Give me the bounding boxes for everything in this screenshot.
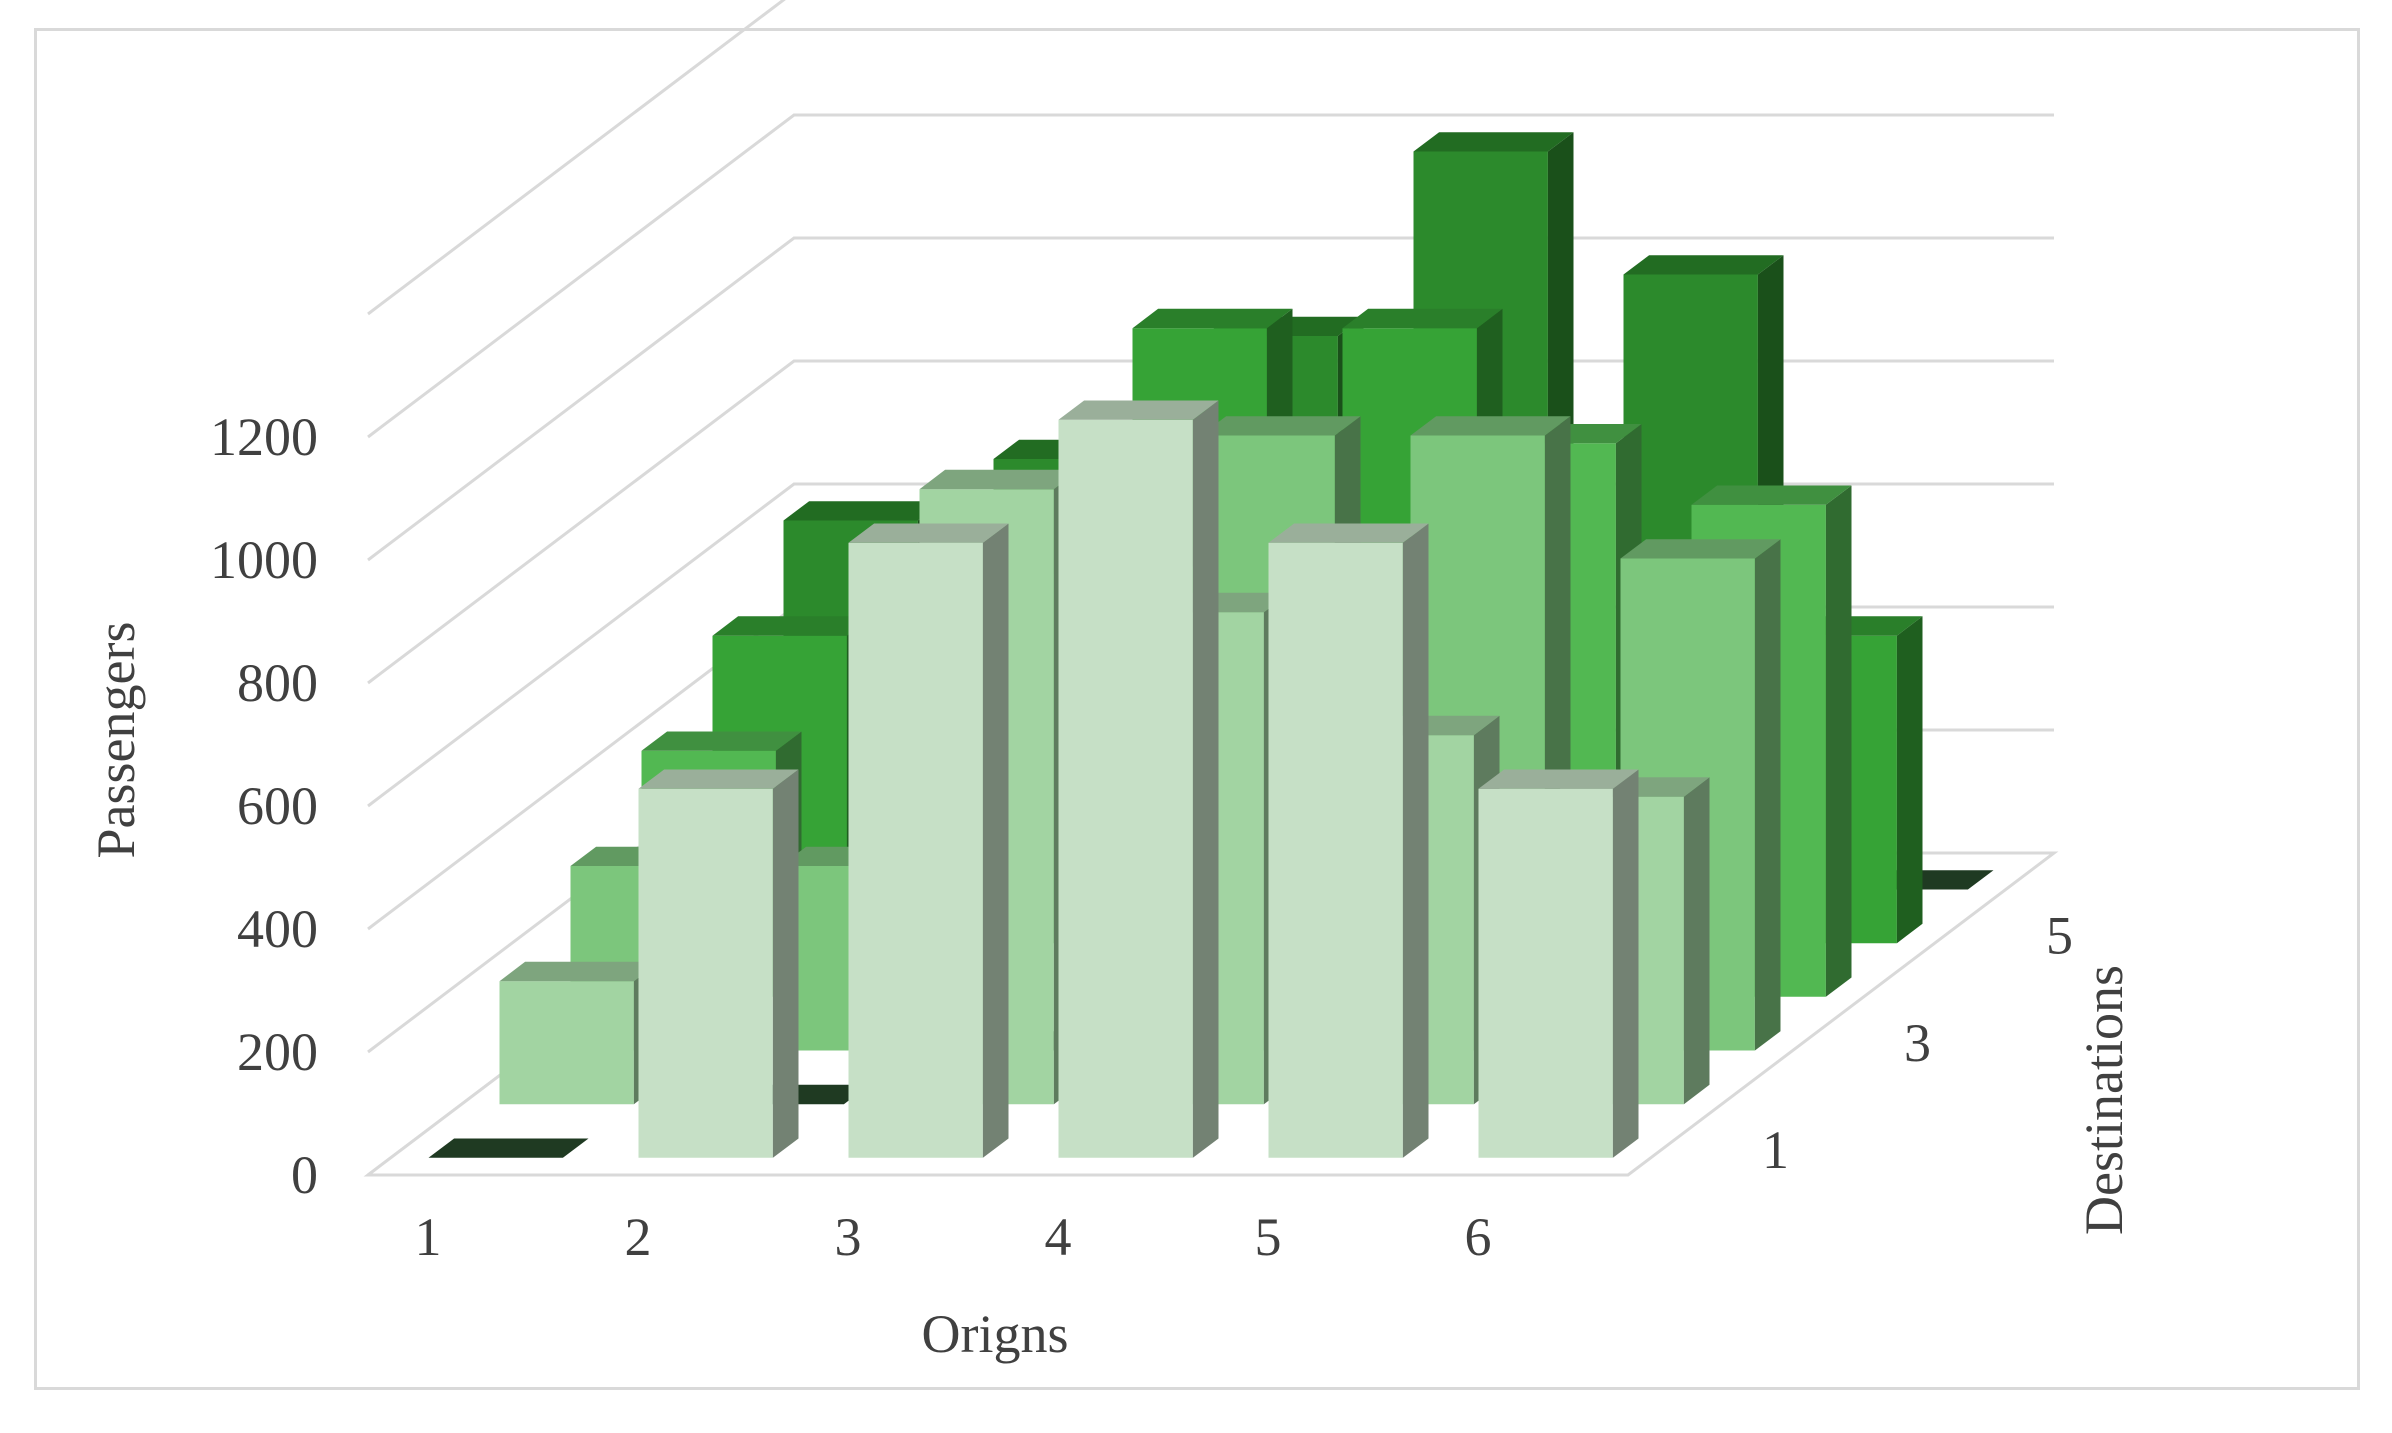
bar [1268,523,1429,1158]
depth-tick-label: 1 [1762,1120,1789,1180]
bar-top-face [1268,523,1429,543]
bar-top-face [638,769,799,789]
bar [1478,769,1639,1158]
bar-top-face [1413,132,1574,152]
y-tick-label: 800 [237,653,318,713]
bar-top-face [1058,400,1219,420]
y-tick-label: 1200 [210,407,318,467]
x-tick-label: 1 [415,1207,442,1267]
y-tick-label: 200 [237,1022,318,1082]
bar-front-face [638,788,773,1158]
x-axis-title: Origns [922,1304,1069,1364]
bar-top-face [1623,255,1784,275]
bar-top-face [1132,308,1293,329]
gridline [367,236,2054,562]
y-tick-label: 400 [237,899,318,959]
x-tick-label: 3 [835,1207,862,1267]
gridline [367,0,786,316]
bar-side-face [982,523,1009,1158]
bar-top-face [1620,539,1781,559]
bar-side-face [1192,400,1219,1158]
bar-side-face [772,769,799,1158]
bar-top-face [712,616,873,636]
bar-top-face [641,731,802,751]
y-tick-label: 1000 [210,530,318,590]
gridline [367,113,2054,439]
bar-top-face [1200,416,1361,436]
bar-zero-marker [428,1138,589,1158]
bar-front-face [848,542,983,1158]
bar-front-face [1478,788,1613,1158]
bar [1058,400,1219,1158]
bar-side-face [1683,777,1710,1105]
x-tick-label: 2 [625,1207,652,1267]
bar [638,769,799,1158]
depth-tick-label: 5 [2046,906,2073,966]
bar-top-face [1410,416,1571,436]
x-tick-label: 5 [1255,1207,1282,1267]
bar-top-face [1342,308,1503,329]
x-tick-label: 4 [1045,1207,1072,1267]
bar [848,523,1009,1158]
bar-top-face [848,523,1009,543]
bar-side-face [1896,616,1923,944]
y-tick-label: 0 [291,1145,318,1205]
bar-top-face [499,961,660,982]
bar-side-face [1402,523,1429,1158]
bar-side-face [1825,485,1852,997]
y-tick-label: 600 [237,776,318,836]
y-axis-title: Passengers [86,622,146,859]
depth-axis-title: Destinations [2074,965,2134,1235]
x-tick-label: 6 [1465,1207,1492,1267]
bar-front-face [499,981,634,1105]
bar-top-face [919,469,1080,490]
bar-front-face [1268,542,1403,1158]
bar [428,1138,589,1158]
bar [499,961,660,1105]
depth-tick-label: 3 [1904,1013,1931,1073]
bar-side-face [1754,539,1781,1051]
bar-top-face [1478,769,1639,789]
bar-side-face [1612,769,1639,1158]
labels: Origns Passengers Destinations 0 200 400 60… [86,407,2134,1364]
bars [428,132,1994,1158]
bar-top-face [783,501,944,521]
bar-front-face [1058,419,1193,1158]
bar-top-face [1691,485,1852,505]
